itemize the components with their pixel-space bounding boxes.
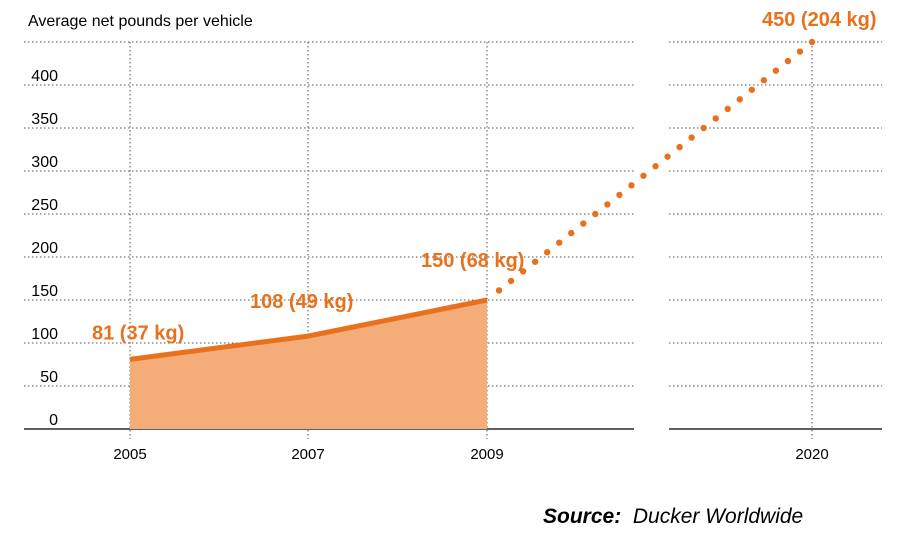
projection-dot xyxy=(736,96,743,103)
projection-dot xyxy=(495,287,503,294)
projection-dot xyxy=(652,163,659,170)
projection-dot xyxy=(796,48,804,55)
projection-dot xyxy=(688,134,695,141)
x-tick-2007: 2007 xyxy=(291,446,324,463)
projection-dot xyxy=(724,105,731,113)
projection-dot xyxy=(531,258,539,265)
y-tick-250: 250 xyxy=(31,197,58,214)
projection-dot xyxy=(556,239,563,246)
source-name: Ducker Worldwide xyxy=(632,505,804,528)
projection-dot xyxy=(808,38,816,46)
y-tick-0: 0 xyxy=(49,412,58,429)
projection-dot xyxy=(640,172,647,179)
y-tick-200: 200 xyxy=(31,240,58,257)
x-tick-2020: 2020 xyxy=(795,446,828,463)
data-label-2007: 108 (49 kg) xyxy=(250,291,353,313)
x-tick-2005: 2005 xyxy=(113,446,146,463)
y-tick-300: 300 xyxy=(31,154,58,171)
projection-dot xyxy=(616,191,623,199)
area-fill xyxy=(130,300,487,429)
projection-dot xyxy=(628,182,635,189)
projection-dot xyxy=(784,57,792,65)
source-note: Source: Ducker Worldwide xyxy=(543,505,803,529)
projection-dot xyxy=(592,210,599,218)
y-axis-title: Average net pounds per vehicle xyxy=(28,13,253,30)
x-tick-2009: 2009 xyxy=(470,446,503,463)
y-tick-400: 400 xyxy=(31,68,58,85)
y-tick-150: 150 xyxy=(31,283,58,300)
data-label-2020: 450 (204 kg) xyxy=(762,9,877,31)
source-prefix: Source: xyxy=(543,505,622,528)
projection-dot xyxy=(772,67,780,74)
projection-dot xyxy=(700,124,707,132)
y-tick-100: 100 xyxy=(31,326,58,343)
data-label-2005: 81 (37 kg) xyxy=(92,322,184,344)
projection-dot xyxy=(712,115,719,122)
projection-dot xyxy=(519,268,527,275)
projection-dot xyxy=(676,143,683,151)
projection-dot xyxy=(543,249,551,256)
projection-dot xyxy=(748,86,756,93)
projection-dot xyxy=(604,201,611,208)
projection-dot xyxy=(507,277,515,285)
data-label-2009: 150 (68 kg) xyxy=(421,250,524,272)
y-tick-350: 350 xyxy=(31,111,58,128)
projection-dot xyxy=(664,153,671,160)
y-tick-50: 50 xyxy=(40,369,58,386)
projection-dot xyxy=(580,220,587,227)
projection-dot xyxy=(568,229,575,237)
series-line xyxy=(129,297,488,362)
projection-dot xyxy=(760,77,768,84)
